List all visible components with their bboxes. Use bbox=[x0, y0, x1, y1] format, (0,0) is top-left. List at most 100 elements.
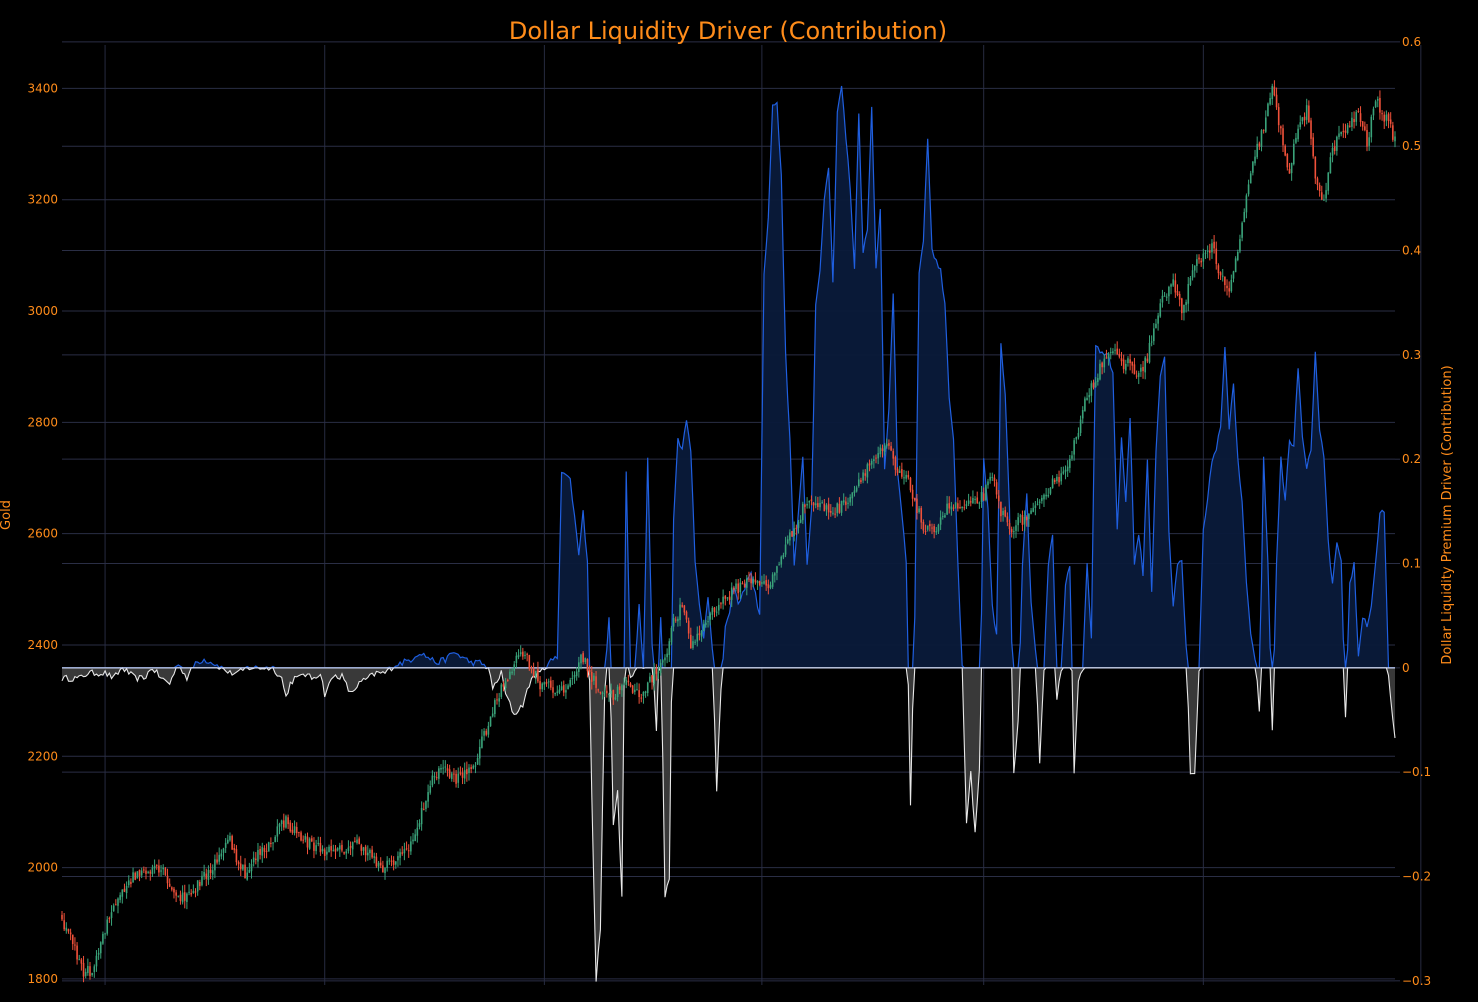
gold-candle-body bbox=[1015, 525, 1017, 531]
gold-candle-body bbox=[526, 653, 528, 655]
gold-candle-body bbox=[827, 503, 830, 513]
gold-candle-body bbox=[218, 854, 221, 862]
gold-candle-body bbox=[201, 875, 203, 886]
gold-candle-body bbox=[1392, 125, 1394, 140]
left-tick-label-2600: 2600 bbox=[27, 527, 58, 541]
gold-candle-body bbox=[1155, 323, 1157, 329]
left-tick-label-3400: 3400 bbox=[27, 81, 58, 95]
gold-candle-body bbox=[898, 470, 901, 474]
gold-candle-body bbox=[1264, 117, 1267, 132]
gold-candle-body bbox=[724, 596, 727, 599]
gold-candle-body bbox=[1333, 146, 1336, 152]
gold-candle-body bbox=[1260, 130, 1263, 147]
gold-candle-body bbox=[929, 524, 931, 527]
gold-candle-body bbox=[110, 912, 113, 918]
gold-candle-body bbox=[470, 767, 472, 769]
right-tick-label-6: 0.3 bbox=[1402, 348, 1421, 362]
gold-candle-body bbox=[1013, 531, 1015, 533]
gold-candle-body bbox=[1226, 285, 1228, 289]
gold-candle-body bbox=[634, 689, 636, 692]
gold-candle-body bbox=[121, 889, 124, 897]
gold-candle-body bbox=[931, 527, 933, 529]
gold-candle-body bbox=[308, 838, 311, 849]
gold-candle-body bbox=[1161, 295, 1164, 303]
gold-candle-body bbox=[756, 581, 759, 584]
gold-candle-body bbox=[412, 839, 414, 842]
gold-candle-body bbox=[771, 574, 774, 587]
gold-candle-body bbox=[909, 477, 912, 491]
left-tick-label-1800: 1800 bbox=[27, 972, 58, 986]
gold-candle-body bbox=[237, 861, 240, 865]
gold-candle-body bbox=[1338, 133, 1340, 137]
gold-candle-body bbox=[356, 839, 358, 843]
gold-candle-body bbox=[1325, 190, 1327, 199]
gold-candle-body bbox=[801, 503, 804, 521]
gold-candle-body bbox=[466, 769, 468, 775]
gold-candle-body bbox=[224, 842, 227, 848]
gold-candle-body bbox=[360, 845, 363, 851]
gold-candle-body bbox=[552, 687, 554, 693]
gold-candle-body bbox=[866, 464, 869, 478]
gold-candle-body bbox=[1140, 367, 1142, 372]
gold-candle-body bbox=[89, 966, 91, 977]
gold-candle-body bbox=[435, 777, 438, 779]
gold-candle-body bbox=[1056, 476, 1058, 482]
gold-candle-body bbox=[252, 857, 255, 863]
gold-candle-body bbox=[1379, 97, 1381, 113]
gold-candle-body bbox=[183, 892, 186, 901]
gold-candle-body bbox=[562, 685, 565, 693]
gold-candle-body bbox=[242, 865, 244, 870]
gold-candle-body bbox=[457, 773, 460, 783]
gold-candle-body bbox=[963, 507, 966, 509]
gold-candle-body bbox=[547, 681, 550, 683]
gold-candle-body bbox=[1213, 241, 1215, 249]
gold-candle-body bbox=[593, 675, 595, 681]
gold-candle-body bbox=[375, 856, 378, 867]
gold-candle-body bbox=[588, 670, 591, 672]
gold-candle-body bbox=[181, 892, 184, 903]
gold-candle-body bbox=[750, 578, 752, 584]
left-tick-label-2200: 2200 bbox=[27, 749, 58, 763]
gold-candle-body bbox=[946, 503, 948, 515]
gold-candle-body bbox=[1202, 253, 1205, 262]
gold-candle-body bbox=[817, 503, 819, 507]
gold-candle-body bbox=[1275, 94, 1278, 108]
gold-candle-body bbox=[403, 849, 406, 854]
gold-candle-body bbox=[1355, 112, 1358, 122]
gold-candle-body bbox=[1142, 366, 1144, 372]
gold-candle-body bbox=[1374, 101, 1377, 108]
gold-candle-body bbox=[1297, 128, 1299, 140]
gold-candle-body bbox=[87, 965, 89, 973]
gold-candle-body bbox=[261, 847, 264, 856]
gold-candle-body bbox=[317, 842, 320, 845]
gold-candle-body bbox=[173, 888, 175, 893]
gold-candle-body bbox=[823, 503, 826, 512]
gold-candle-body bbox=[631, 685, 634, 693]
gold-candle-body bbox=[748, 578, 750, 580]
gold-candle-body bbox=[806, 504, 808, 506]
gold-candle-body bbox=[582, 653, 584, 663]
gold-candle-body bbox=[1215, 248, 1218, 264]
gold-candle-body bbox=[765, 580, 767, 586]
gold-candle-body bbox=[267, 842, 270, 852]
gold-candle-body bbox=[1299, 122, 1302, 128]
gold-candle-body bbox=[522, 651, 524, 657]
gold-candle-body bbox=[1081, 410, 1084, 419]
gold-candle-body bbox=[718, 604, 720, 611]
gold-candle-body bbox=[952, 507, 955, 509]
gold-candle-body bbox=[857, 479, 860, 487]
gold-candle-body bbox=[961, 507, 963, 509]
gold-candle-body bbox=[825, 505, 828, 510]
gold-candle-body bbox=[104, 933, 106, 935]
gold-candle-body bbox=[1282, 128, 1284, 146]
right-tick-label-2: −0.1 bbox=[1402, 765, 1431, 779]
gold-candle-body bbox=[580, 654, 582, 664]
gold-candle-body bbox=[338, 845, 341, 850]
gold-candle-body bbox=[1256, 143, 1258, 158]
gold-candle-body bbox=[685, 611, 688, 620]
gold-candle-body bbox=[485, 730, 488, 735]
gold-candle-body bbox=[1385, 114, 1388, 121]
gold-candle-body bbox=[666, 653, 668, 658]
gold-candle-body bbox=[763, 581, 765, 584]
gold-candle-body bbox=[832, 512, 834, 514]
